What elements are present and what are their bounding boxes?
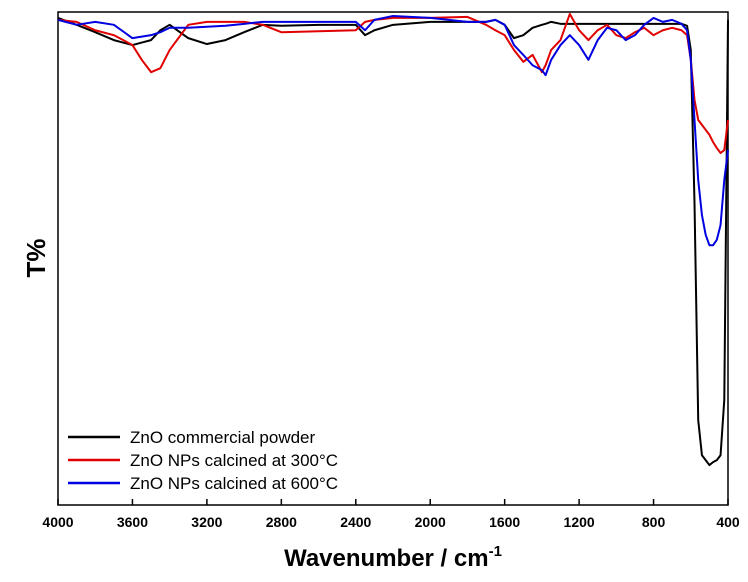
x-axis-label-superscript: -1 bbox=[489, 543, 502, 560]
x-tick-label: 1200 bbox=[564, 514, 595, 530]
x-tick-label: 1600 bbox=[489, 514, 520, 530]
x-tick-label: 3200 bbox=[191, 514, 222, 530]
x-axis-label-text: Wavenumber / cm bbox=[284, 545, 489, 572]
legend-label: ZnO NPs calcined at 600°C bbox=[130, 474, 338, 493]
legend-label: ZnO NPs calcined at 300°C bbox=[130, 451, 338, 470]
x-tick-label: 2400 bbox=[340, 514, 371, 530]
series-line bbox=[57, 14, 729, 247]
y-axis-label: T% bbox=[21, 239, 51, 278]
x-tick-label: 2800 bbox=[266, 514, 297, 530]
x-tick-label: 3600 bbox=[117, 514, 148, 530]
series-line bbox=[57, 16, 729, 467]
x-tick-label: 400 bbox=[716, 514, 740, 530]
series-line bbox=[57, 12, 729, 154]
x-tick-label: 800 bbox=[642, 514, 666, 530]
x-tick-label: 2000 bbox=[415, 514, 446, 530]
x-axis-label: Wavenumber / cm-1 bbox=[284, 543, 502, 572]
plot-frame bbox=[57, 11, 729, 506]
legend-label: ZnO commercial powder bbox=[130, 428, 316, 447]
x-tick-label: 4000 bbox=[42, 514, 73, 530]
